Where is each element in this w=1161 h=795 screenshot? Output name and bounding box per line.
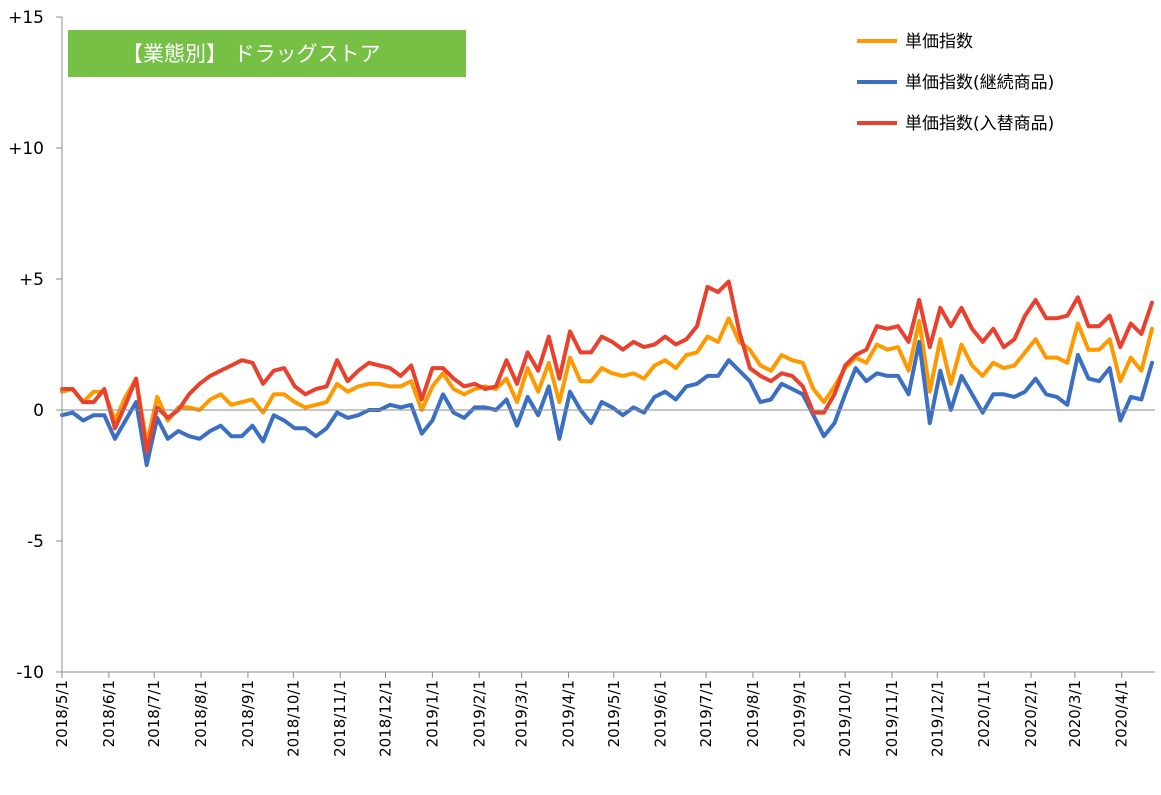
legend-label: 単価指数(入替商品): [905, 114, 1054, 134]
chart-title-background: [68, 30, 466, 77]
series-line-1: [60, 316, 1154, 447]
x-tick-label: 2019/2/1: [470, 680, 488, 747]
x-tick-label: 2019/4/1: [559, 680, 577, 747]
x-tick-label: 2020/4/1: [1113, 680, 1131, 747]
y-axis-tick-labels: +15 +10 +5 0 -5 -10: [8, 8, 62, 683]
x-tick-label: 2018/10/1: [284, 680, 302, 757]
y-tick-label: +15: [8, 8, 44, 28]
y-tick-label: 0: [33, 401, 44, 421]
x-tick-label: 2019/5/1: [605, 680, 623, 747]
x-tick-label: 2018/5/1: [53, 680, 71, 747]
y-tick-label: +5: [19, 270, 44, 290]
x-tick-label: 2019/6/1: [652, 680, 670, 747]
x-tick-label: 2018/8/1: [192, 680, 210, 747]
x-tick-label: 2018/9/1: [239, 680, 257, 747]
x-tick-label: 2019/8/1: [744, 680, 762, 747]
chart-title: 【業態別】 ドラッグストア: [122, 42, 381, 66]
x-tick-label: 2019/9/1: [791, 680, 809, 747]
x-axis-tick-labels: 2018/5/1 2018/6/1 2018/7/1 2018/8/1 2018/9/1…: [53, 680, 1131, 757]
chart-title-box: 【業態別】 ドラッグストア: [68, 30, 466, 77]
x-tick-label: 2019/7/1: [697, 680, 715, 747]
x-tick-label: 2020/3/1: [1066, 680, 1084, 747]
y-tick-label: -5: [27, 532, 44, 552]
x-tick-label: 2018/7/1: [145, 680, 163, 747]
x-axis-ticks: [61, 672, 1123, 678]
x-tick-label: 2019/3/1: [513, 680, 531, 747]
x-tick-label: 2018/12/1: [377, 680, 395, 757]
x-tick-label: 2018/6/1: [100, 680, 118, 747]
series-lines: [60, 279, 1154, 467]
series-line-3: [60, 279, 1154, 454]
x-tick-label: 2020/1/1: [975, 680, 993, 747]
y-tick-label: +10: [8, 139, 44, 159]
x-tick-label: 2019/12/1: [928, 680, 946, 757]
legend-label: 単価指数(継続商品): [905, 73, 1054, 93]
series-line-2: [60, 339, 1154, 467]
x-tick-label: 2019/10/1: [836, 680, 854, 757]
x-tick-label: 2019/11/1: [883, 680, 901, 757]
x-tick-label: 2019/1/1: [423, 680, 441, 747]
legend-label: 単価指数: [905, 32, 973, 52]
x-tick-label: 2020/2/1: [1022, 680, 1040, 747]
y-tick-label: -10: [16, 663, 44, 683]
x-tick-label: 2018/11/1: [331, 680, 349, 757]
